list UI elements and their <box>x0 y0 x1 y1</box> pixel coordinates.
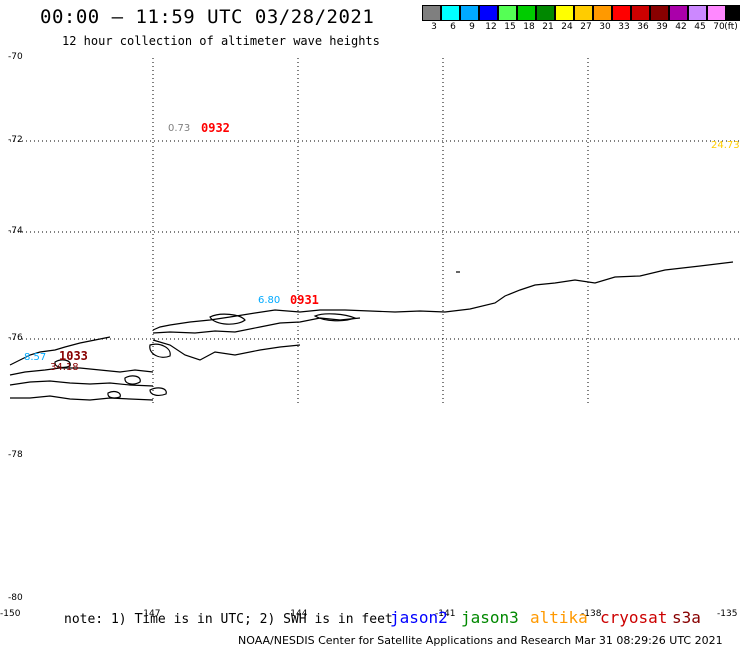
map-subtitle: 12 hour collection of altimeter wave hei… <box>62 34 380 48</box>
legend-jason3: jason3 <box>461 608 519 627</box>
scale-swatch <box>555 5 574 21</box>
scale-label: 3 <box>431 22 437 32</box>
lat-label: -80 <box>8 593 23 603</box>
lat-label: -72 <box>8 135 23 145</box>
wave-height-value: 8.57 <box>24 352 47 363</box>
scale-swatch <box>460 5 479 21</box>
scale-label: 24 <box>561 22 573 32</box>
scale-label: 27 <box>580 22 592 32</box>
wave-height-value: 34.18 <box>50 362 79 373</box>
lon-label: -141 <box>435 609 456 619</box>
scale-swatch <box>479 5 498 21</box>
lon-label: -144 <box>287 609 308 619</box>
legend-jason2: jason2 <box>390 608 448 627</box>
lon-label: -147 <box>140 609 161 619</box>
scale-swatch <box>422 5 441 21</box>
wave-height-value: 0.73 <box>168 123 191 134</box>
scale-swatch <box>593 5 612 21</box>
scale-swatch <box>536 5 555 21</box>
scale-swatch <box>707 5 726 21</box>
wave-height-value: 6.80 <box>258 295 281 306</box>
wave-height-value: 24.73 <box>711 140 740 151</box>
coastline <box>9 261 734 401</box>
observation-time: 0931 <box>290 293 319 307</box>
scale-label: 6 <box>450 22 456 32</box>
legend-s3a: s3a <box>672 608 701 627</box>
lat-label: -74 <box>8 226 23 236</box>
scale-swatch <box>574 5 593 21</box>
lat-label: -70 <box>8 52 23 62</box>
scale-swatch <box>688 5 707 21</box>
scale-swatch <box>726 5 740 21</box>
lat-label: -76 <box>8 333 23 343</box>
lat-label: -78 <box>8 450 23 460</box>
scale-swatch <box>631 5 650 21</box>
scale-label: 21 <box>542 22 554 32</box>
scale-label: 36 <box>637 22 649 32</box>
observation-time: 0932 <box>201 121 230 135</box>
scale-label: 30 <box>599 22 611 32</box>
scale-label: (ft) <box>724 22 738 32</box>
graticule <box>10 58 740 405</box>
observation-time: 1033 <box>59 349 88 363</box>
scale-swatch <box>612 5 631 21</box>
map-title: 00:00 – 11:59 UTC 03/28/2021 <box>40 6 375 28</box>
scale-swatch <box>669 5 688 21</box>
legend-altika: altika <box>530 608 588 627</box>
scale-label: 70 <box>713 22 725 32</box>
scale-label: 45 <box>694 22 706 32</box>
scale-label: 18 <box>523 22 535 32</box>
scale-swatch <box>517 5 536 21</box>
credit-line: NOAA/NESDIS Center for Satellite Applica… <box>238 634 723 647</box>
legend-cryosat: cryosat <box>600 608 668 627</box>
scale-label: 12 <box>485 22 497 32</box>
scale-swatch <box>650 5 669 21</box>
note-text: note: 1) Time is in UTC; 2) SWH is in fe… <box>64 612 393 627</box>
scale-label: 9 <box>469 22 475 32</box>
lon-label: -138 <box>581 609 602 619</box>
scale-label: 42 <box>675 22 687 32</box>
scale-label: 15 <box>504 22 516 32</box>
scale-swatch <box>441 5 460 21</box>
scale-swatch <box>498 5 517 21</box>
lon-label: -135 <box>717 609 738 619</box>
scale-label: 33 <box>618 22 630 32</box>
lon-label: -150 <box>0 609 21 619</box>
scale-label: 39 <box>656 22 668 32</box>
